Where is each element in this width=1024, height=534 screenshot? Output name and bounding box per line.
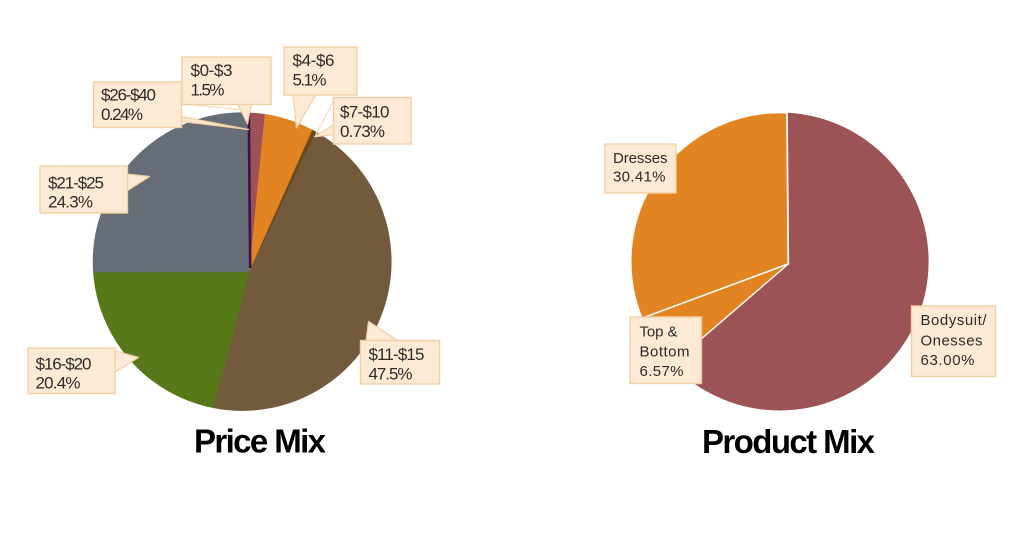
svg-text:$0-$3: $0-$3 bbox=[191, 61, 233, 80]
svg-text:Onesses: Onesses bbox=[921, 333, 983, 350]
svg-text:$16-$20: $16-$20 bbox=[36, 355, 92, 374]
svg-text:1.5%: 1.5% bbox=[191, 81, 225, 100]
svg-text:$7-$10: $7-$10 bbox=[340, 102, 390, 121]
svg-text:Top &: Top & bbox=[640, 324, 678, 341]
svg-text:63.00%: 63.00% bbox=[921, 352, 975, 369]
svg-text:$11-$15: $11-$15 bbox=[369, 345, 425, 364]
svg-text:6.57%: 6.57% bbox=[640, 363, 684, 380]
svg-text:$4-$6: $4-$6 bbox=[293, 51, 335, 70]
svg-text:20.4%: 20.4% bbox=[36, 374, 81, 393]
svg-text:Bottom: Bottom bbox=[640, 344, 690, 361]
svg-text:$21-$25: $21-$25 bbox=[48, 174, 104, 193]
svg-text:0.73%: 0.73% bbox=[340, 122, 385, 141]
svg-text:30.41%: 30.41% bbox=[613, 169, 666, 186]
svg-text:Product Mix: Product Mix bbox=[702, 423, 876, 460]
svg-text:$26-$40: $26-$40 bbox=[101, 86, 156, 105]
svg-text:0.24%: 0.24% bbox=[101, 105, 143, 124]
svg-text:Price Mix: Price Mix bbox=[194, 423, 327, 460]
svg-text:47.5%: 47.5% bbox=[369, 365, 413, 384]
svg-text:5.1%: 5.1% bbox=[293, 71, 327, 90]
svg-text:24.3%: 24.3% bbox=[48, 193, 93, 212]
svg-text:Dresses: Dresses bbox=[613, 150, 668, 167]
svg-text:Bodysuit/: Bodysuit/ bbox=[921, 312, 988, 329]
